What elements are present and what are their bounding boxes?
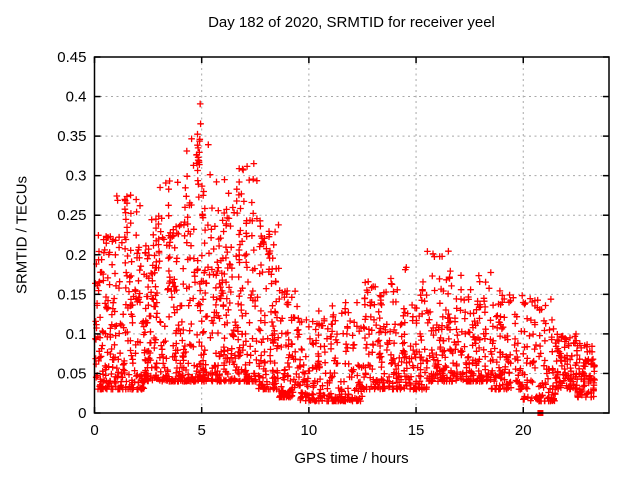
y-tick-label: 0.35 — [57, 128, 86, 145]
y-tick-label: 0.4 — [66, 89, 87, 106]
x-tick-label: 15 — [408, 422, 425, 439]
x-tick-label: 10 — [301, 422, 318, 439]
y-tick-label: 0.1 — [66, 326, 87, 343]
x-axis-label: GPS time / hours — [294, 450, 409, 467]
x-tick-label: 0 — [90, 422, 98, 439]
y-tick-label: 0.45 — [57, 49, 86, 66]
data-points — [92, 100, 598, 405]
x-tick-label: 5 — [198, 422, 206, 439]
y-tick-label: 0 — [78, 405, 86, 422]
y-tick-label: 0.2 — [66, 247, 87, 264]
y-tick-label: 0.15 — [57, 286, 86, 303]
x-tick-label: 20 — [515, 422, 532, 439]
chart-title: Day 182 of 2020, SRMTID for receiver yee… — [208, 14, 495, 31]
y-tick-label: 0.25 — [57, 207, 86, 224]
plot-border — [93, 56, 610, 414]
y-tick-label: 0.05 — [57, 365, 86, 382]
y-tick-label: 0.3 — [66, 168, 87, 185]
